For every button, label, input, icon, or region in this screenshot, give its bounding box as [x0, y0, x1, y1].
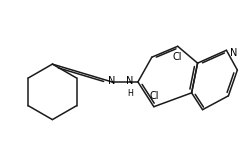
- Text: N: N: [126, 76, 134, 86]
- Text: Cl: Cl: [149, 91, 159, 101]
- Text: Cl: Cl: [173, 52, 183, 62]
- Text: N: N: [230, 48, 237, 58]
- Text: N: N: [108, 76, 116, 86]
- Text: H: H: [127, 89, 133, 98]
